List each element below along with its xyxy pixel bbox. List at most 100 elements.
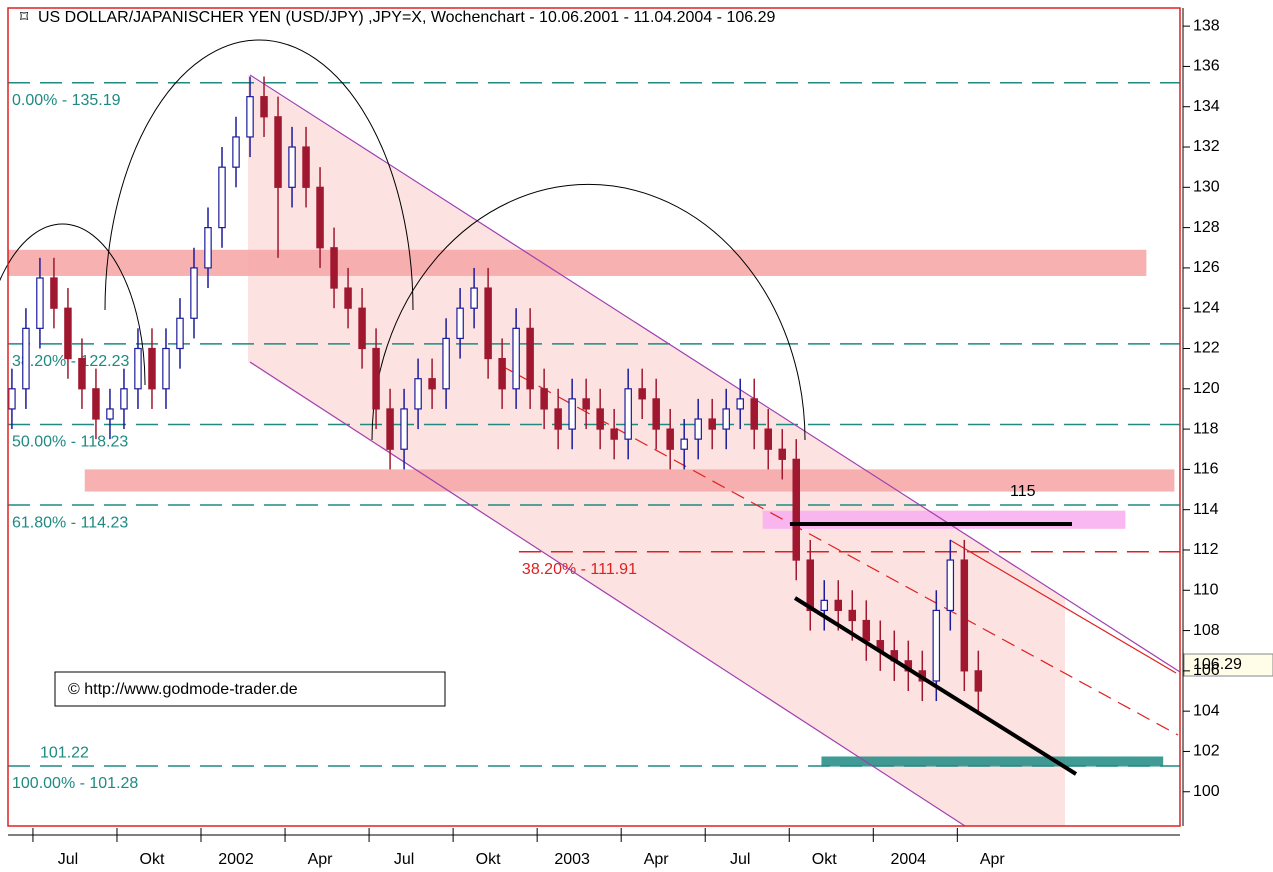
y-tick-label: 130: [1193, 179, 1220, 196]
candle-body: [652, 398, 660, 430]
candle-body: [400, 408, 408, 450]
candle-body: [78, 357, 86, 390]
band: [762, 510, 1126, 529]
y-tick-label: 136: [1193, 58, 1220, 75]
candle-body: [484, 287, 492, 360]
level-label: 38.20% - 122.23: [12, 353, 130, 370]
candle-body: [218, 166, 226, 229]
candle-body: [260, 96, 268, 118]
y-tick-label: 122: [1193, 340, 1220, 357]
band: [8, 249, 1147, 276]
y-tick-label: 124: [1193, 299, 1220, 316]
candle-body: [428, 378, 436, 390]
candle-body: [540, 388, 548, 410]
candle-body: [92, 388, 100, 420]
candle-body: [750, 398, 758, 430]
candle-body: [638, 388, 646, 400]
levels: 0.00% - 135.19 38.20% - 122.23 50.00% - 11…: [8, 81, 1180, 792]
x-tick-label: Jul: [394, 851, 414, 868]
channel-red: [949, 539, 1177, 674]
y-tick-label: 100: [1193, 783, 1220, 800]
level-note: 101.22: [40, 744, 89, 761]
level-label: 0.00% - 135.19: [12, 92, 121, 109]
y-tick-label: 106: [1193, 662, 1220, 679]
candle-body: [344, 287, 352, 309]
candle-body: [624, 388, 632, 440]
support-line: [793, 596, 1078, 776]
y-tick-label: 128: [1193, 219, 1220, 236]
candle-body: [470, 287, 478, 309]
candle-body: [526, 327, 534, 390]
candle-body: [694, 418, 702, 440]
candle-body: [792, 458, 800, 561]
y-tick-label: 134: [1193, 98, 1220, 115]
candle-body: [778, 448, 786, 460]
candle-body: [386, 408, 394, 450]
candle-body: [162, 347, 170, 390]
candle-body: [8, 388, 16, 410]
level-label: 38.20% - 111.91: [522, 561, 637, 578]
level-label: 100.00% - 101.28: [12, 775, 138, 792]
x-tick-label: 2003: [554, 851, 590, 868]
candle-body: [498, 357, 506, 390]
candle-body: [232, 136, 240, 168]
candle-body: [414, 378, 422, 410]
last-price-box: [1183, 653, 1273, 677]
channel-mid: [499, 364, 1179, 736]
trend-lines: [0, 39, 1181, 827]
band: [821, 756, 1164, 767]
candle-body: [106, 408, 114, 420]
candle-body: [596, 408, 604, 430]
candle-body: [722, 408, 730, 430]
candle-body: [834, 599, 843, 612]
candle-body: [946, 559, 955, 612]
candle-body: [22, 327, 30, 390]
y-tick-label: 114: [1193, 501, 1219, 518]
candle-body: [358, 307, 366, 350]
candle-body: [204, 227, 212, 269]
candle-body: [190, 267, 198, 319]
candle-body: [456, 307, 464, 340]
level-label: 50.00% - 118.23: [12, 434, 128, 451]
candle-body: [960, 559, 969, 672]
y-tick-label: 132: [1193, 138, 1220, 155]
axes: 100 102 104 106 108 110 112 114 116 118 120 122 124 1…: [32, 17, 1220, 868]
x-tick-label: Apr: [308, 851, 334, 868]
x-tick-label: Okt: [476, 851, 501, 868]
candle-body: [554, 408, 562, 430]
candle-body: [610, 428, 618, 440]
candle-body: [50, 277, 58, 309]
candle-body: [820, 599, 829, 612]
arc: [0, 223, 146, 386]
annotation: 115: [1010, 483, 1036, 500]
candle-body: [764, 428, 772, 450]
y-tick-label: 102: [1193, 743, 1220, 760]
candle-body: [848, 609, 857, 622]
copyright: © http://www.godmode-trader.de: [68, 681, 298, 698]
plot-frame: [7, 7, 1181, 827]
x-tick-label: Apr: [644, 851, 670, 868]
candle-body: [666, 428, 674, 450]
candle-body: [302, 146, 310, 188]
chart-title: US DOLLAR/JAPANISCHER YEN (USD/JPY) ,JPY…: [38, 9, 775, 26]
candles: [8, 76, 983, 712]
x-tick-label: Apr: [980, 851, 1006, 868]
candle-body: [148, 347, 156, 390]
last-price: 106.29: [1193, 656, 1242, 673]
candle-body: [274, 116, 282, 188]
candle-body: [330, 247, 338, 289]
candle-body: [246, 96, 254, 138]
y-tick-label: 120: [1193, 380, 1220, 397]
candle-body: [176, 317, 184, 350]
arc: [104, 39, 414, 311]
candle-body: [120, 388, 128, 410]
candle-body: [974, 670, 983, 692]
x-tick-label: Jul: [58, 851, 78, 868]
candle-body: [134, 347, 142, 390]
x-tick-label: Okt: [140, 851, 165, 868]
x-tick-label: Okt: [812, 851, 837, 868]
candle-body: [288, 146, 296, 188]
arc: [371, 183, 806, 441]
candle-body: [680, 438, 688, 450]
